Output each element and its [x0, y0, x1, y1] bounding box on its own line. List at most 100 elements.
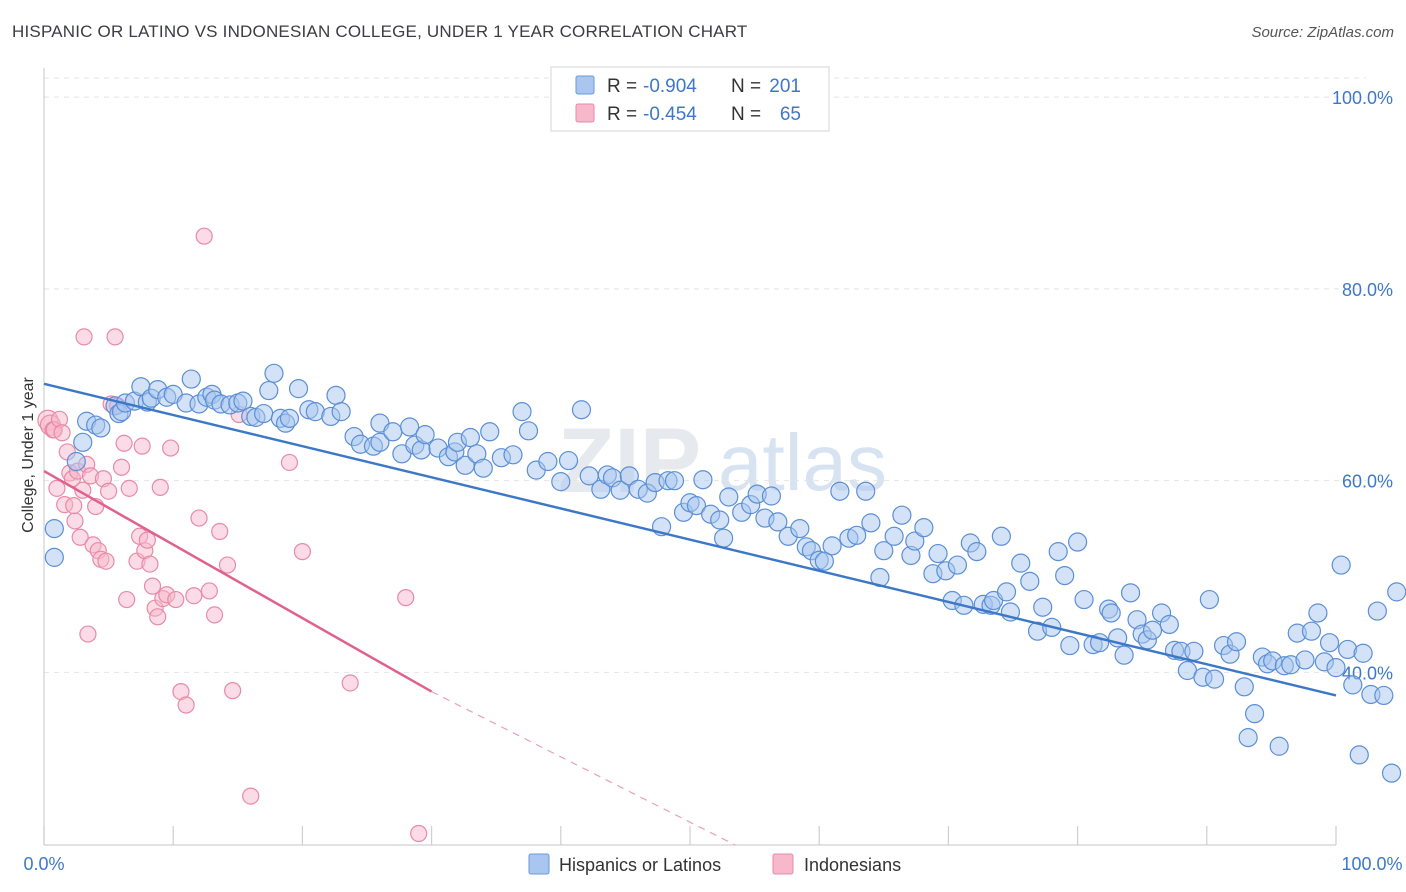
indonesians-point — [149, 608, 167, 626]
hispanics-point — [1234, 677, 1254, 697]
hispanics-point — [503, 445, 523, 465]
indonesians-point — [167, 590, 185, 609]
indonesians-point — [106, 328, 124, 346]
y-tick-labels: 40.0%60.0%80.0%100.0% — [1332, 88, 1393, 683]
hispanics-point — [44, 547, 64, 567]
indonesians-point — [48, 479, 66, 497]
hispanics-point — [1048, 542, 1068, 562]
indonesians-point — [133, 437, 151, 455]
y-tick-label-60: 60.0% — [1342, 472, 1393, 492]
hispanics-point — [1319, 633, 1340, 653]
hispanics-point — [1381, 763, 1402, 783]
indonesians-point — [65, 497, 83, 515]
indonesians-point — [71, 528, 89, 546]
indonesians-point — [118, 590, 136, 609]
hispanics-point — [914, 518, 934, 538]
hispanics-point — [761, 486, 781, 506]
hispanics-point — [279, 408, 300, 428]
hispanics-point — [790, 519, 810, 539]
hispanics-point — [928, 543, 948, 564]
series-indonesians — [37, 227, 428, 843]
hispanics-point — [44, 519, 64, 539]
y-tick-label-100: 100.0% — [1332, 88, 1393, 108]
indonesians-point — [211, 522, 229, 541]
indonesians-point — [162, 439, 180, 457]
series-legend: Hispanics or Latinos Indonesians — [528, 853, 901, 875]
hispanics-point — [264, 363, 284, 383]
legend-r-value-hispanics: -0.904 — [643, 76, 697, 97]
indonesians-point — [151, 478, 169, 496]
indonesians-point — [138, 531, 156, 549]
hispanics-point — [768, 512, 788, 532]
bottom-legend-label-indonesians: Indonesians — [804, 855, 901, 875]
hispanics-point — [518, 421, 539, 441]
hispanics-point — [619, 466, 639, 486]
hispanics-point — [1387, 582, 1406, 602]
indonesians-point — [410, 824, 428, 843]
hispanics-point — [1199, 589, 1219, 610]
indonesians-point — [99, 482, 118, 500]
hispanics-point — [181, 369, 201, 389]
chart-title: HISPANIC OR LATINO VS INDONESIAN COLLEGE… — [12, 22, 748, 41]
watermark-zip: ZIP — [558, 410, 701, 512]
hispanics-point — [331, 402, 351, 422]
indonesians-point — [200, 582, 218, 600]
hispanics-point — [1184, 641, 1204, 661]
hispanics-point — [1238, 728, 1258, 748]
indonesians-point — [112, 458, 131, 476]
hispanics-point — [822, 536, 842, 556]
hispanics-point — [1308, 603, 1328, 623]
trend-lines — [43, 382, 1337, 846]
hispanics-point — [892, 505, 912, 525]
indonesians-point — [115, 434, 133, 452]
legend-r-label-indonesians: R = — [607, 104, 637, 125]
legend-n-label-hispanics: N = — [731, 76, 761, 97]
hispanics-point — [996, 582, 1017, 602]
hispanics-point — [1353, 643, 1373, 663]
legend-swatch-indonesians — [575, 103, 595, 123]
indonesians-point — [97, 552, 115, 570]
hispanics-point — [1331, 555, 1351, 575]
bottom-legend-label-hispanics: Hispanics or Latinos — [559, 855, 721, 875]
hispanics-point — [1269, 736, 1289, 756]
hispanics-point — [1343, 675, 1363, 695]
hispanics-point — [66, 451, 86, 472]
hispanics-point — [254, 403, 274, 424]
hispanics-point — [1142, 620, 1163, 640]
hispanics-point — [558, 450, 579, 471]
hispanics-point — [1074, 589, 1094, 610]
hispanics-point — [91, 418, 111, 438]
indonesians-point — [280, 453, 299, 472]
hispanics-point — [480, 422, 500, 442]
indonesians-point — [66, 512, 84, 530]
hispanics-point — [1301, 621, 1322, 641]
indonesians-point — [293, 543, 311, 561]
hispanics-point — [1011, 553, 1031, 573]
hispanics-point — [693, 470, 713, 490]
hispanics-point — [1055, 565, 1075, 586]
hispanics-point — [664, 471, 685, 491]
hispanics-point — [571, 400, 592, 420]
trend-line-indonesians — [43, 470, 433, 693]
hispanics-point — [460, 427, 480, 448]
hispanics-point — [1349, 745, 1369, 765]
legend-r-label-hispanics: R = — [607, 76, 637, 97]
x-ticks — [43, 826, 1337, 845]
indonesians-point — [141, 555, 159, 573]
indonesians-point — [185, 587, 203, 605]
hispanics-point — [1374, 685, 1394, 706]
indonesians-point — [120, 479, 138, 497]
y-axis-label: College, Under 1 year — [20, 377, 37, 533]
legend-r-value-indonesians: -0.454 — [643, 104, 697, 125]
hispanics-point — [473, 458, 493, 478]
bottom-legend-swatch-hispanics — [528, 853, 550, 875]
indonesians-point — [190, 509, 208, 527]
trend-line-hispanics — [43, 382, 1337, 697]
indonesians-point — [397, 589, 415, 607]
hispanics-point — [1295, 650, 1315, 670]
hispanics-point — [326, 385, 346, 405]
hispanics-point — [967, 542, 987, 562]
indonesians-point — [224, 682, 242, 700]
hispanics-point — [383, 422, 403, 442]
